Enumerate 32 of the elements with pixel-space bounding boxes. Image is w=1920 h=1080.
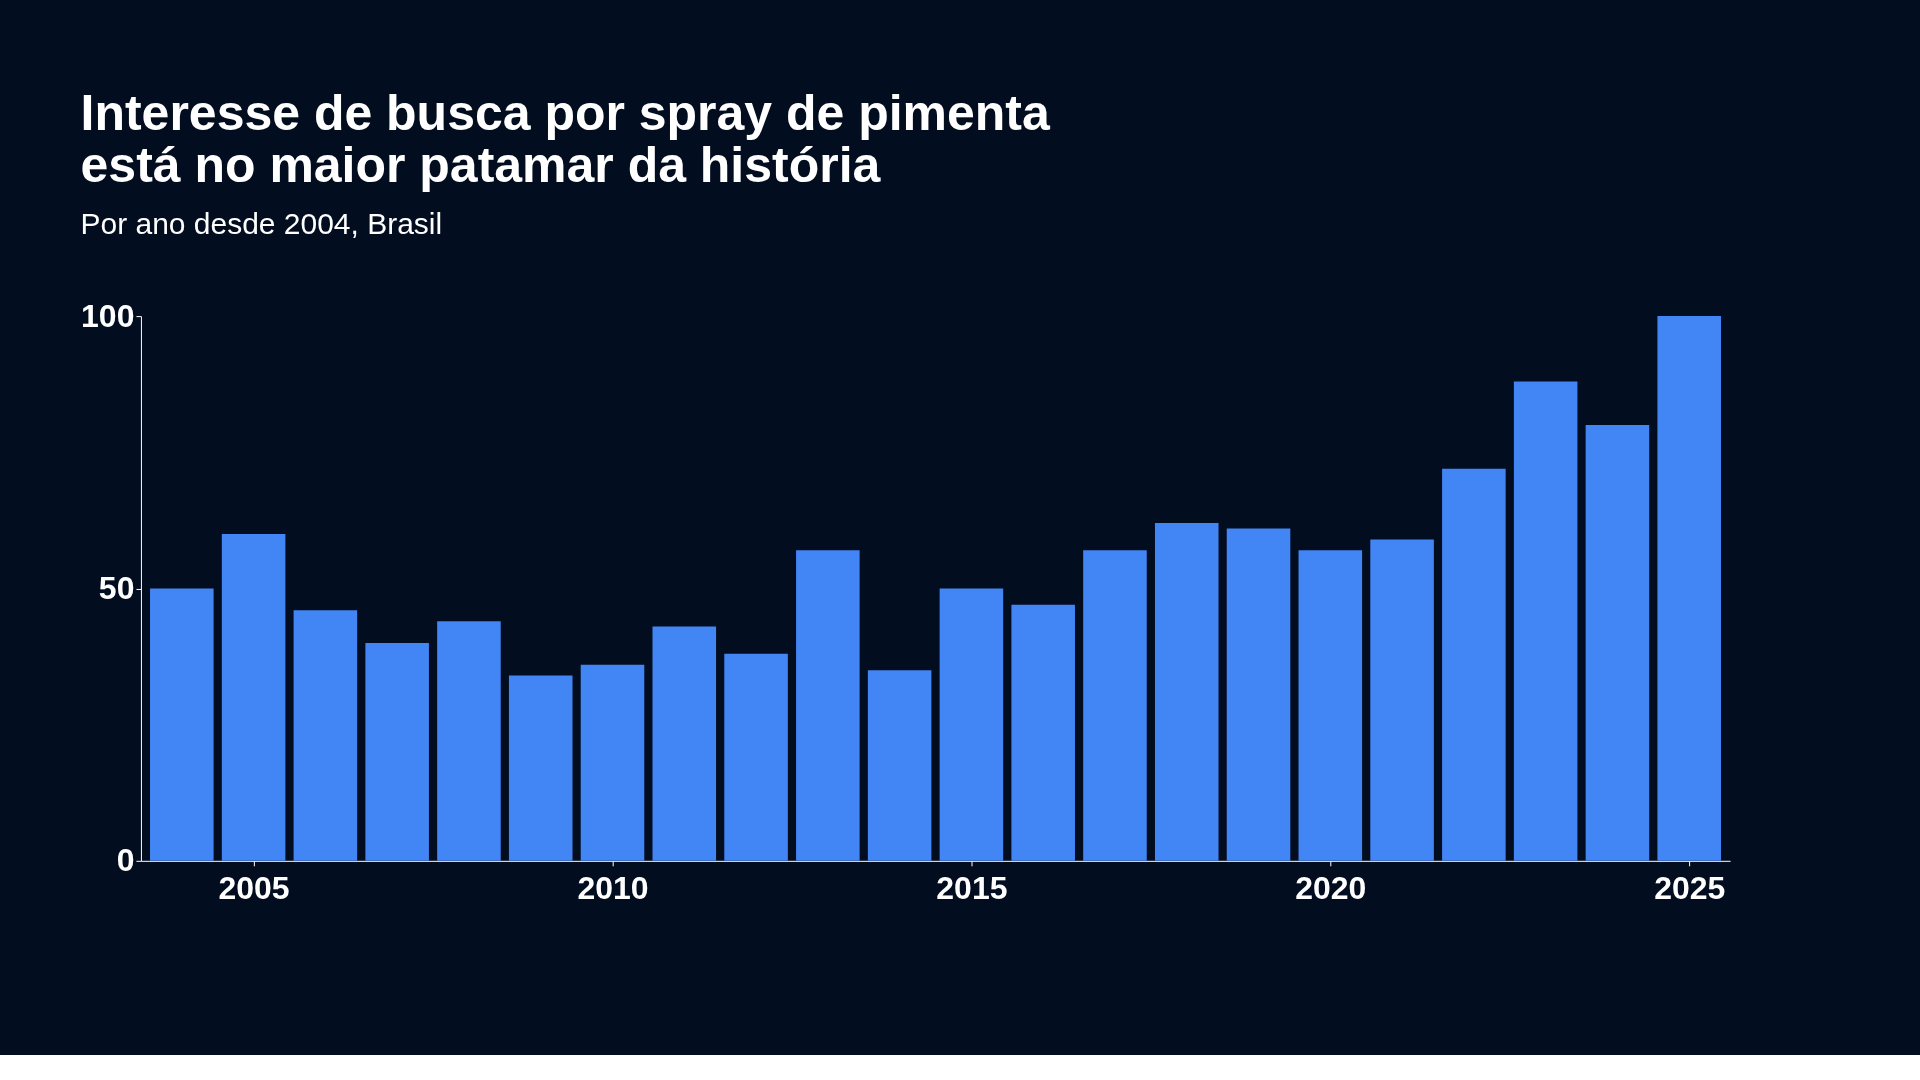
x-tick-label: 2020 — [1295, 870, 1367, 907]
y-tick-label: 50 — [98, 569, 135, 606]
bar — [437, 621, 501, 861]
bar — [221, 534, 286, 861]
y-tick-label: 100 — [81, 297, 135, 334]
bar — [796, 550, 860, 861]
bar — [1442, 468, 1506, 861]
bar — [724, 653, 788, 861]
bar — [1154, 523, 1219, 861]
bar — [293, 610, 358, 861]
bar — [580, 664, 645, 861]
x-tick-label: 2025 — [1654, 870, 1726, 907]
bar — [1083, 550, 1147, 861]
bar — [1298, 550, 1363, 861]
bar — [867, 670, 932, 861]
y-tick-label: 0 — [116, 842, 135, 879]
chart-subtitle: Por ano desde 2004, Brasil — [80, 207, 443, 241]
bar — [508, 675, 573, 861]
text: Interesse de busca por spray de pimenta — [80, 85, 1050, 142]
bar — [1226, 528, 1291, 861]
bar — [652, 626, 717, 861]
bar — [939, 588, 1004, 861]
bar — [1585, 425, 1650, 861]
bar — [1657, 316, 1721, 861]
bar — [150, 588, 214, 861]
x-tick-label: 2005 — [218, 870, 290, 907]
x-tick-label: 2015 — [936, 870, 1008, 907]
x-tick-label: 2010 — [577, 870, 649, 907]
bar — [1370, 539, 1434, 861]
bar — [1011, 604, 1075, 861]
bar — [365, 642, 429, 861]
bar — [1513, 381, 1578, 861]
